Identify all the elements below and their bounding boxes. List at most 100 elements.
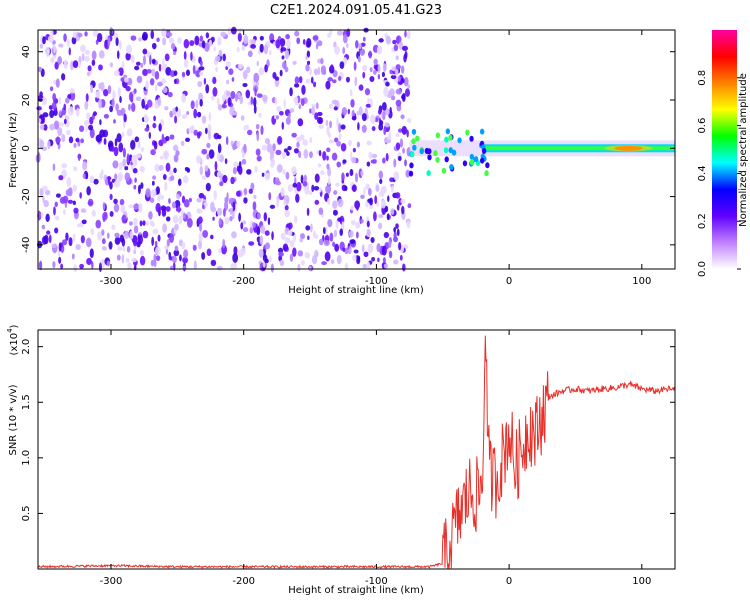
heatmap-cell <box>181 71 186 78</box>
heatmap-cell <box>196 111 202 118</box>
heatmap-cell <box>313 185 320 191</box>
heatmap-cell <box>370 159 377 164</box>
heatmap-cell <box>129 230 134 240</box>
heatmap-cell <box>186 167 191 173</box>
heatmap-cell <box>269 149 275 156</box>
heatmap-cell <box>406 220 411 229</box>
heatmap-cell <box>245 89 251 99</box>
heatmap-cell <box>213 189 217 200</box>
heatmap-cell <box>214 55 221 62</box>
signal-onset-cell <box>419 148 424 155</box>
heatmap-cell <box>177 178 182 186</box>
heatmap-cell <box>383 86 389 97</box>
heatmap-cell <box>393 259 399 265</box>
heatmap-cell <box>81 53 85 62</box>
heatmap-cell <box>43 124 48 131</box>
heatmap-cell <box>362 71 366 79</box>
signal-onset-cell <box>408 170 414 177</box>
heatmap-cell <box>173 167 177 174</box>
heatmap-cell <box>236 140 241 148</box>
heatmap-cell <box>73 264 78 273</box>
heatmap-cell <box>91 261 94 269</box>
heatmap-cell <box>233 161 239 167</box>
heatmap-cell <box>61 163 68 169</box>
heatmap-cell <box>86 257 92 266</box>
heatmap-cell <box>358 42 362 50</box>
heatmap-cell <box>92 30 99 37</box>
heatmap-cell <box>95 219 102 229</box>
heatmap-cell <box>42 112 49 118</box>
heatmap-cell <box>71 253 75 260</box>
heatmap-cell <box>402 147 405 154</box>
heatmap-cell <box>53 43 56 54</box>
heatmap-cell <box>352 147 356 153</box>
heatmap-cell <box>173 249 180 257</box>
heatmap-cell <box>41 224 46 230</box>
heatmap-cell <box>49 109 55 119</box>
heatmap-cell <box>348 230 354 238</box>
heatmap-cell <box>109 211 114 217</box>
heatmap-cell <box>62 209 66 215</box>
colorbar-ticks: 0.0 0.2 0.4 0.6 0.8 <box>697 70 741 277</box>
heatmap-cell <box>39 139 45 149</box>
heatmap-cell <box>300 260 305 266</box>
heatmap-cell <box>242 220 246 225</box>
heatmap-cell <box>199 60 203 67</box>
heatmap-cell <box>294 30 300 37</box>
heatmap-cell <box>337 198 344 208</box>
heatmap-cell <box>317 58 322 64</box>
heatmap-cell <box>129 221 133 226</box>
heatmap-cell <box>369 67 373 73</box>
heatmap-cell <box>161 208 167 217</box>
heatmap-cell <box>321 261 327 266</box>
heatmap-cell <box>305 55 308 60</box>
heatmap-cell <box>104 39 108 49</box>
heatmap-cell <box>261 172 265 177</box>
signal-onset-cell <box>444 156 449 163</box>
heatmap-cell <box>73 207 79 214</box>
heatmap-cell <box>53 206 56 216</box>
heatmap-cell <box>195 99 199 109</box>
heatmap-cell <box>361 244 365 253</box>
heatmap-cell <box>150 259 155 267</box>
heatmap-cell <box>210 259 217 267</box>
heatmap-cell <box>176 193 180 200</box>
heatmap-cell <box>170 175 175 181</box>
heatmap-cell <box>152 228 159 235</box>
heatmap-cell <box>169 37 175 44</box>
heatmap-cell <box>284 210 290 218</box>
heatmap-cell <box>216 265 223 271</box>
heatmap-cell <box>84 101 89 110</box>
heatmap-cell <box>177 37 182 44</box>
heatmap-cell <box>396 204 400 211</box>
heatmap-cell <box>232 252 239 263</box>
heatmap-cell <box>373 64 378 70</box>
heatmap-cell <box>403 76 409 87</box>
heatmap-cell <box>154 103 158 108</box>
heatmap-cell <box>101 169 104 177</box>
heatmap-cell <box>91 209 96 217</box>
heatmap-cell <box>80 138 85 144</box>
heatmap-cell <box>126 128 133 137</box>
heatmap-cell <box>44 46 51 56</box>
heatmap-cell <box>130 35 137 41</box>
heatmap-cell <box>246 129 253 136</box>
heatmap-cell <box>283 148 288 153</box>
heatmap-cell <box>256 60 260 67</box>
heatmap-cell <box>151 58 156 65</box>
heatmap-cell <box>44 189 51 196</box>
heatmap-cell <box>52 163 56 171</box>
heatmap-cell <box>151 236 155 247</box>
heatmap-cell <box>393 231 397 239</box>
heatmap-cell <box>61 133 66 143</box>
heatmap-cell <box>183 249 189 259</box>
bottom-x-tick-label: -100 <box>365 576 388 587</box>
heatmap-cell <box>57 56 63 65</box>
heatmap-cell <box>293 96 299 104</box>
heatmap-cell <box>264 230 270 236</box>
heatmap-cell <box>172 144 179 152</box>
heatmap-cell <box>116 109 123 116</box>
heatmap-cell <box>58 122 65 127</box>
heatmap-cell <box>296 181 302 192</box>
heatmap-cell <box>322 151 327 161</box>
